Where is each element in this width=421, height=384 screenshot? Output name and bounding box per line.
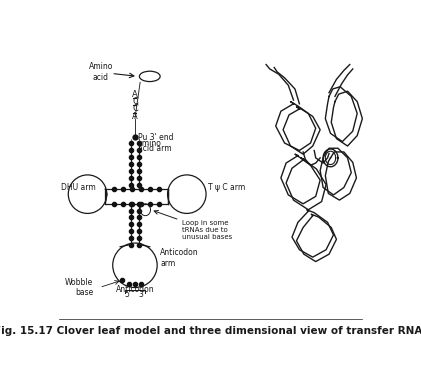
Text: Pu 3' end: Pu 3' end — [138, 132, 173, 142]
Text: T ψ C arm: T ψ C arm — [208, 183, 245, 192]
Text: DHU arm: DHU arm — [61, 183, 96, 192]
Text: C: C — [132, 97, 138, 106]
Text: acid arm: acid arm — [138, 144, 171, 153]
Text: Anticodon
arm: Anticodon arm — [160, 248, 199, 268]
Text: 3': 3' — [139, 290, 146, 299]
Text: A: A — [132, 112, 138, 121]
Text: Amino
acid: Amino acid — [89, 62, 113, 82]
Text: A: A — [132, 89, 138, 99]
Text: C: C — [132, 104, 138, 114]
Text: Wobble
base: Wobble base — [65, 278, 93, 297]
Text: amino: amino — [138, 139, 162, 147]
Text: Anticodon: Anticodon — [116, 285, 154, 294]
Text: Fig. 15.17 Clover leaf model and three dimensional view of transfer RNA.: Fig. 15.17 Clover leaf model and three d… — [0, 326, 421, 336]
Text: 5': 5' — [124, 290, 131, 299]
Text: Loop in some
tRNAs due to
unusual bases: Loop in some tRNAs due to unusual bases — [154, 210, 233, 240]
